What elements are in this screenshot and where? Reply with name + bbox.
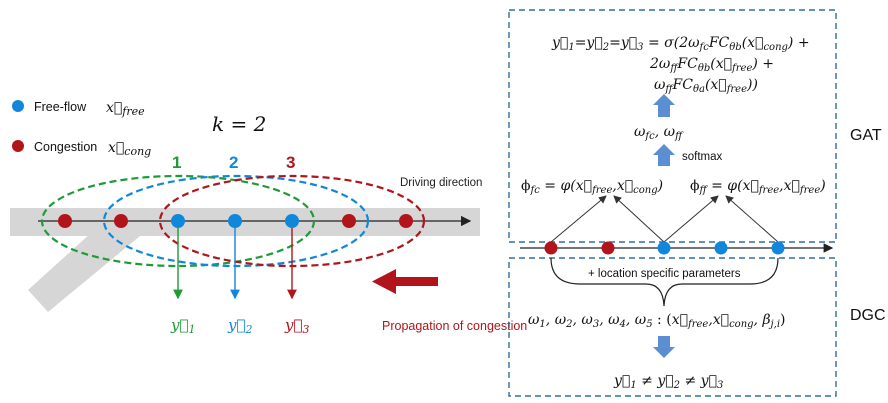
edge-arrow xyxy=(725,195,779,243)
node-free xyxy=(714,241,728,255)
output-label-3: y⃗3 xyxy=(284,316,309,336)
edge-arrow xyxy=(613,195,665,243)
dgc-box xyxy=(508,257,837,397)
legend-cong-label: Congestion xyxy=(34,140,97,154)
legend-cong-symbol: x⃗cong xyxy=(108,140,151,158)
softmax-arrow xyxy=(653,144,675,166)
legend-free-label: Free-flow xyxy=(34,100,87,114)
gat-formula-line1: y⃗1=y⃗2=y⃗3 = σ(2ωfcFCθb(x⃗cong) + xyxy=(551,35,810,53)
output-label-2: y⃗2 xyxy=(227,316,252,336)
down-arrow-to-result xyxy=(653,336,675,358)
node-congestion xyxy=(544,241,558,255)
softmax-label: softmax xyxy=(682,151,723,163)
legend-cong-dot xyxy=(12,140,24,152)
neighborhood-ellipse-1 xyxy=(40,174,316,268)
location-brace xyxy=(550,257,779,307)
gat-formula-line2: 2ωffFCθb(x⃗free) + xyxy=(649,56,774,74)
dgc-weights-formula: ω1, ω2, ω3, ω4, ω5 : (x⃗free,x⃗cong, βj,… xyxy=(528,312,786,330)
legend-free-dot xyxy=(12,100,24,112)
node-free xyxy=(285,214,299,228)
gat-label: GAT xyxy=(850,127,882,144)
propagation-arrow xyxy=(372,269,438,294)
gat-box xyxy=(508,9,837,243)
output-label-1: y⃗1 xyxy=(170,316,195,336)
node-free xyxy=(771,241,785,255)
node-free xyxy=(657,241,671,255)
k-label: k = 2 xyxy=(212,112,266,136)
dgc-result: y⃗1 ≠ y⃗2 ≠ y⃗3 xyxy=(613,373,723,391)
propagation-label: Propagation of congestion xyxy=(382,319,527,333)
edge-arrow xyxy=(663,195,719,243)
gat-weights: ωfc, ωff xyxy=(634,124,684,142)
phi-fc-formula: ϕfc = φ(x⃗free,x⃗cong) xyxy=(521,178,663,196)
node-free xyxy=(228,214,242,228)
edge-arrow xyxy=(550,195,607,243)
hop-label-1: 1 xyxy=(172,153,181,172)
phi-ff-formula: ϕff = φ(x⃗free,x⃗free) xyxy=(690,178,826,196)
gat-formula-line3: ωffFCθa(x⃗free)) xyxy=(654,77,758,95)
neighborhood-ellipse-2 xyxy=(102,174,370,268)
driving-direction-label: Driving direction xyxy=(400,177,482,189)
up-arrow-to-formula xyxy=(653,94,675,117)
dgc-label: DGC xyxy=(850,307,886,324)
legend-free-symbol: x⃗free xyxy=(106,100,145,118)
node-free xyxy=(171,214,185,228)
node-congestion xyxy=(114,214,128,228)
node-congestion xyxy=(399,214,413,228)
node-congestion xyxy=(342,214,356,228)
hop-label-2: 2 xyxy=(229,153,238,172)
brace-text: + location specific parameters xyxy=(588,268,741,280)
on-ramp xyxy=(28,214,140,312)
node-congestion xyxy=(601,241,615,255)
node-congestion xyxy=(58,214,72,228)
hop-label-3: 3 xyxy=(286,153,295,172)
